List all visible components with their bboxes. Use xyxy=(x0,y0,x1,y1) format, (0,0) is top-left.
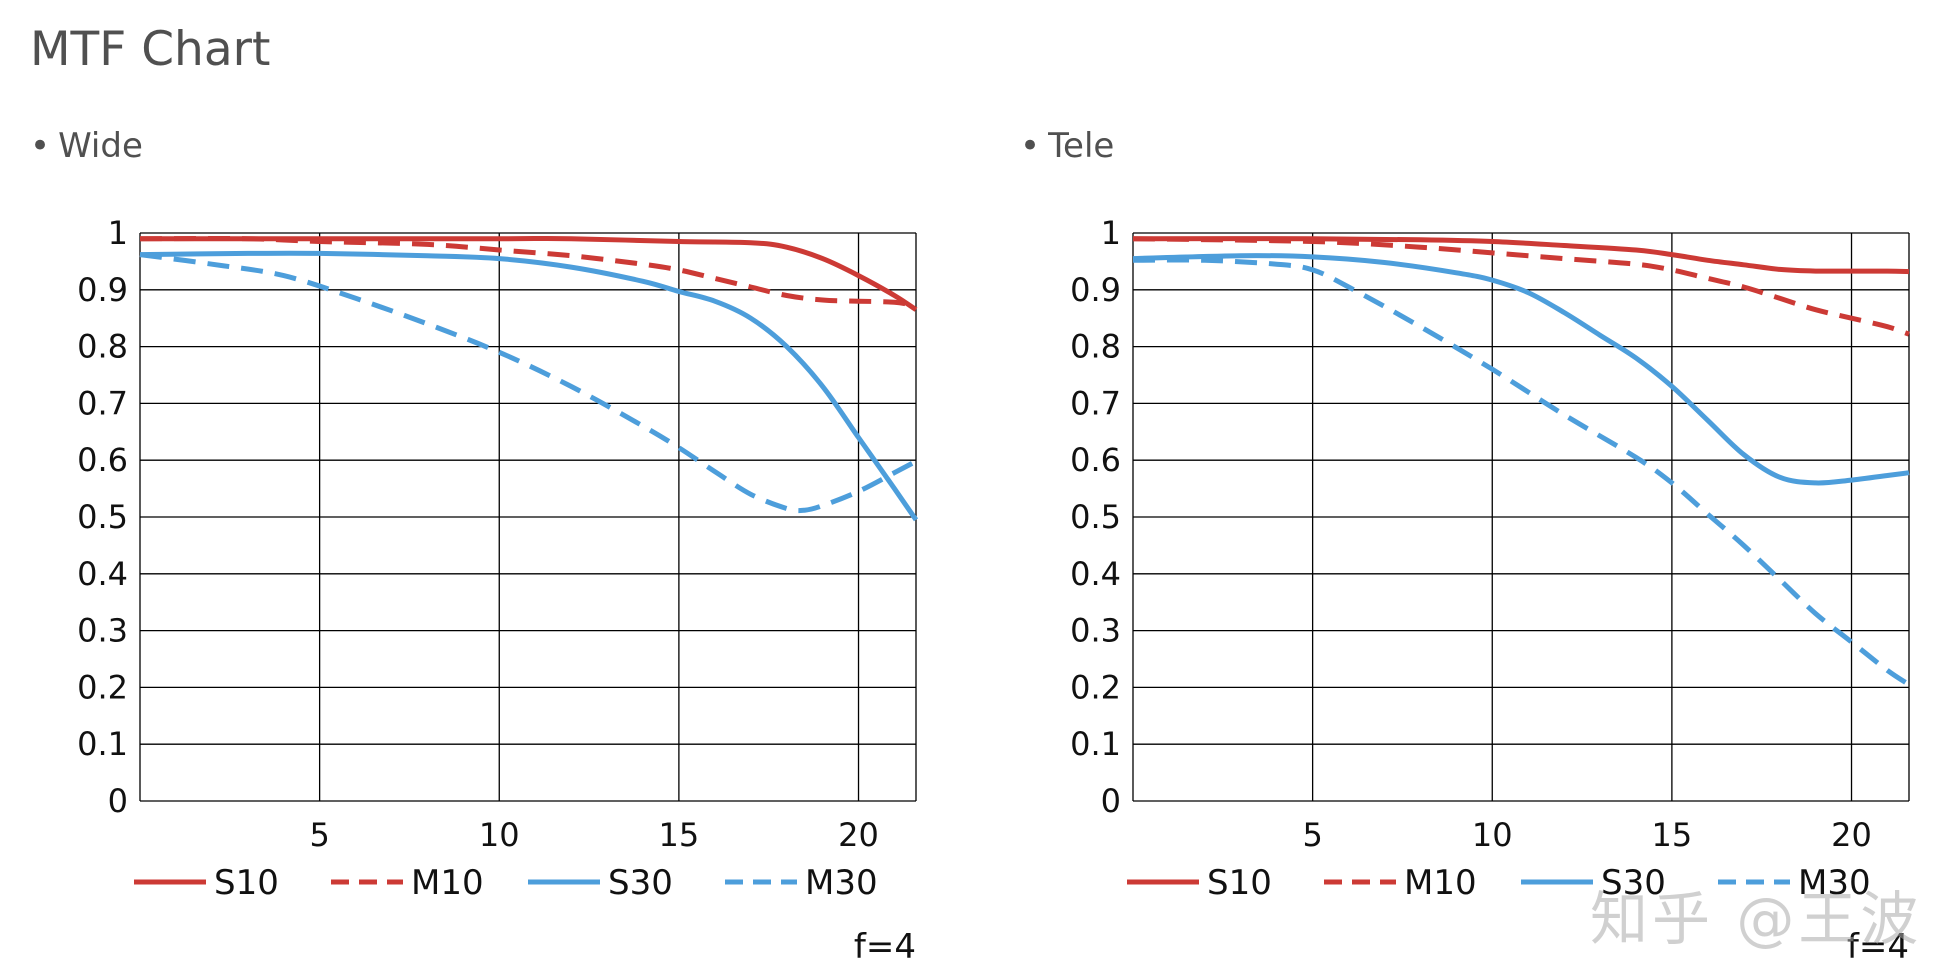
wide-y-tick-label: 0.3 xyxy=(77,612,128,650)
wide-x-tick-label: 15 xyxy=(659,816,700,854)
tele-legend-label-s10: S10 xyxy=(1207,863,1272,903)
wide-legend-label-s30: S30 xyxy=(608,863,673,903)
wide-x-tick-label: 20 xyxy=(838,816,879,854)
wide-x-tick-label: 5 xyxy=(309,816,329,854)
tele-y-tick-label: 0.5 xyxy=(1070,498,1121,536)
wide-y-tick-label: 0.8 xyxy=(77,328,128,366)
wide-y-tick-label: 0 xyxy=(108,782,128,820)
bullet-icon: • xyxy=(30,126,51,166)
tele-series-m10 xyxy=(1132,236,1910,337)
wide-aperture-annotation: f=4 xyxy=(854,927,916,967)
wide-x-tick-label: 10 xyxy=(479,816,520,854)
tele-x-tick-label: 15 xyxy=(1652,816,1693,854)
wide-heading-label: Wide xyxy=(58,126,143,166)
watermark: 知乎 @王波 xyxy=(1590,885,1923,953)
tele-x-tick-label: 10 xyxy=(1472,816,1513,854)
tele-legend-label-m10: M10 xyxy=(1404,863,1477,903)
tele-y-tick-label: 0 xyxy=(1101,782,1121,820)
wide-legend-label-m10: M10 xyxy=(411,863,484,903)
tele-y-tick-label: 0.1 xyxy=(1070,725,1121,763)
tele-legend-label-s30: S30 xyxy=(1601,863,1666,903)
wide-series-s30 xyxy=(139,250,919,522)
tele-heading: • Tele xyxy=(1020,126,1114,166)
page-title: MTF Chart xyxy=(30,22,271,77)
tele-y-tick-label: 0.4 xyxy=(1070,555,1121,593)
tele-y-tick-label: 0.9 xyxy=(1070,271,1121,309)
tele-aperture-annotation: f=4 xyxy=(1847,927,1909,967)
tele-series-m30 xyxy=(1132,257,1911,687)
wide-y-tick-label: 0.2 xyxy=(77,668,128,706)
wide-series-m30 xyxy=(139,252,918,514)
wide-y-tick-label: 0.9 xyxy=(77,271,128,309)
wide-heading: • Wide xyxy=(30,126,143,166)
tele-series-s30 xyxy=(1132,253,1910,486)
tele-y-tick-label: 0.8 xyxy=(1070,328,1121,366)
bullet-icon: • xyxy=(1020,126,1041,166)
wide-y-tick-label: 0.4 xyxy=(77,555,128,593)
tele-x-tick-label: 5 xyxy=(1302,816,1322,854)
tele-y-tick-label: 0.7 xyxy=(1070,384,1121,422)
wide-legend-label-s10: S10 xyxy=(214,863,279,903)
wide-y-tick-label: 0.7 xyxy=(77,384,128,422)
wide-y-tick-label: 0.1 xyxy=(77,725,128,763)
wide-y-tick-label: 1 xyxy=(108,214,128,252)
wide-series-s10 xyxy=(139,235,918,312)
wide-y-tick-label: 0.5 xyxy=(77,498,128,536)
tele-series-s10 xyxy=(1132,236,1910,275)
wide-legend-label-m30: M30 xyxy=(805,863,878,903)
tele-y-tick-label: 0.2 xyxy=(1070,668,1121,706)
wide-series-m10 xyxy=(139,235,917,309)
tele-y-tick-label: 0.6 xyxy=(1070,441,1121,479)
tele-y-tick-label: 0.3 xyxy=(1070,612,1121,650)
tele-heading-label: Tele xyxy=(1048,126,1115,166)
tele-legend-label-m30: M30 xyxy=(1798,863,1871,903)
tele-x-tick-label: 20 xyxy=(1831,816,1872,854)
wide-y-tick-label: 0.6 xyxy=(77,441,128,479)
tele-y-tick-label: 1 xyxy=(1101,214,1121,252)
